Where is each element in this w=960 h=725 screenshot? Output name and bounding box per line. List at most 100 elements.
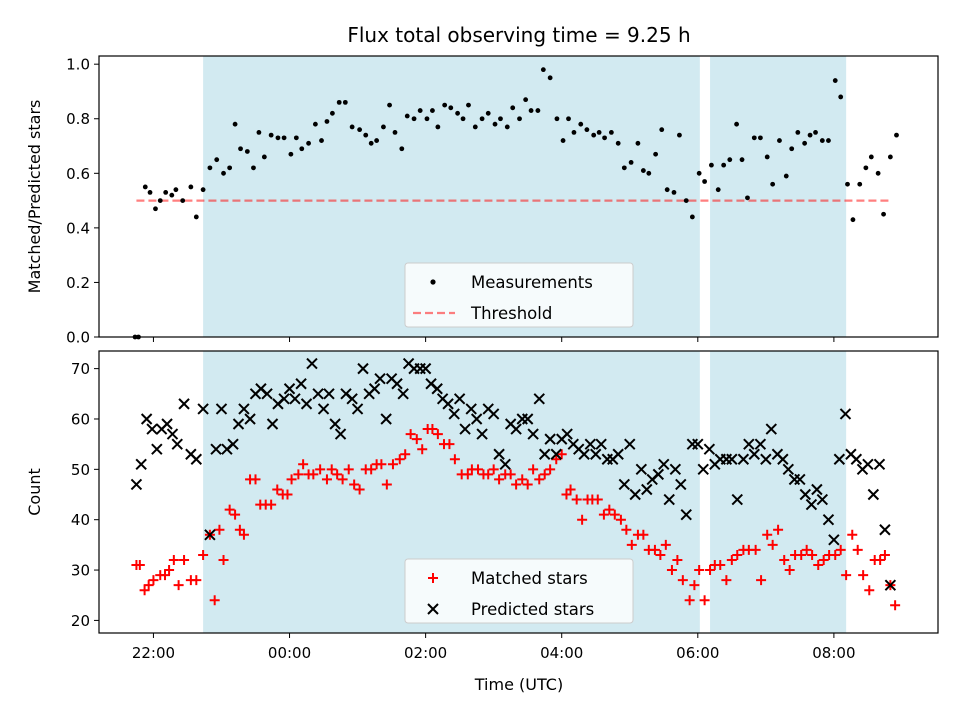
- matched-star-point: [890, 600, 901, 611]
- matched-star-point: [847, 529, 858, 540]
- measurement-point: [584, 127, 590, 133]
- measurement-point: [547, 75, 553, 81]
- predicted-star-point: [726, 453, 738, 465]
- matched-star-point: [511, 479, 522, 490]
- matched-star-point: [638, 529, 649, 540]
- measurement-point: [207, 165, 213, 171]
- matched-star-point: [164, 565, 175, 576]
- predicted-star-point: [663, 493, 675, 506]
- measurement-point: [214, 157, 220, 163]
- predicted-star-point: [533, 393, 545, 405]
- matched-star-point: [539, 469, 550, 480]
- predicted-star-point: [624, 438, 636, 450]
- measurement-point: [721, 162, 727, 168]
- matched-star-point: [694, 565, 705, 576]
- measurement-point: [232, 121, 238, 127]
- matched-star-point: [234, 524, 245, 535]
- measurement-point: [535, 108, 541, 113]
- matched-star-point: [337, 474, 348, 485]
- measurement-point: [275, 135, 281, 141]
- matched-star-point: [179, 554, 190, 565]
- x-tick-label: 08:00: [812, 644, 855, 662]
- matched-star-point: [721, 575, 732, 586]
- measurement-point: [281, 135, 287, 141]
- measurement-point: [845, 181, 850, 187]
- predicted-star-point: [760, 453, 772, 465]
- matched-star-point: [134, 560, 145, 571]
- measurement-point: [153, 206, 158, 212]
- predicted-star-point: [550, 448, 562, 460]
- predicted-star-point: [675, 478, 687, 491]
- measurement-point: [510, 105, 516, 111]
- measurement-point: [868, 154, 874, 160]
- matched-star-point: [875, 554, 886, 565]
- matched-star-point: [444, 439, 455, 450]
- matched-star-point: [621, 524, 632, 535]
- top-axes-frame: [98, 55, 939, 338]
- predicted-star-point: [329, 418, 341, 430]
- measurement-point: [566, 116, 571, 122]
- predicted-star-point: [765, 423, 777, 435]
- matched-star-point: [672, 554, 683, 565]
- matched-star-point: [218, 554, 229, 565]
- matched-star-point: [796, 549, 807, 560]
- predicted-star-point: [431, 383, 443, 395]
- bottom-axes-frame: [98, 350, 939, 634]
- matched-star-point: [298, 459, 309, 470]
- matched-star-point: [376, 459, 387, 470]
- measurement-point: [460, 116, 466, 122]
- predicted-star-point: [380, 413, 392, 425]
- measurement-point: [863, 165, 869, 171]
- matched-star-point: [762, 529, 773, 540]
- measurement-point: [479, 116, 485, 122]
- matched-star-point: [818, 554, 829, 565]
- measurement-point: [727, 157, 733, 163]
- legend-swatch-predicted: [427, 603, 439, 615]
- matched-star-point: [684, 595, 695, 606]
- matched-star-point: [198, 549, 209, 560]
- predicted-star-point: [828, 534, 840, 546]
- measurement-point: [709, 162, 714, 168]
- matched-star-point: [238, 529, 249, 540]
- matched-star-point: [354, 484, 365, 495]
- measurement-point: [832, 78, 838, 83]
- predicted-star-point: [805, 498, 818, 511]
- measurement-point: [251, 165, 256, 171]
- predicted-star-point: [692, 438, 704, 450]
- top-y-tick-label: 0.0: [66, 329, 90, 347]
- bottom-y-tick-label: 70: [71, 360, 90, 378]
- measurement-point: [875, 170, 881, 176]
- predicted-star-point: [283, 383, 296, 395]
- measurement-point: [523, 97, 529, 103]
- matched-star-point: [462, 469, 473, 480]
- measurement-point: [261, 154, 267, 160]
- legend-label: Measurements: [471, 273, 593, 292]
- measurement-point: [293, 135, 299, 141]
- matched-star-point: [528, 464, 539, 475]
- predicted-star-point: [238, 403, 250, 415]
- matched-star-point: [556, 449, 567, 460]
- predicted-star-point: [669, 463, 682, 476]
- matched-star-point: [561, 489, 572, 500]
- predicted-star-point: [782, 463, 795, 476]
- matched-star-point: [488, 464, 499, 475]
- legend-label: Predicted stars: [471, 600, 594, 619]
- measurement-point: [193, 214, 199, 220]
- top-y-tick-label: 0.4: [66, 219, 90, 237]
- predicted-star-point: [499, 458, 511, 471]
- measurement-point: [435, 124, 441, 130]
- bottom-y-tick-label: 30: [71, 562, 90, 580]
- measurement-point: [819, 138, 825, 143]
- predicted-star-point: [397, 388, 409, 400]
- top-y-tick-label: 1.0: [66, 56, 90, 74]
- measurement-point: [887, 154, 893, 160]
- chart-title: Flux total observing time = 9.25 h: [347, 23, 690, 47]
- predicted-star-point: [476, 428, 488, 440]
- predicted-star-point: [140, 413, 153, 425]
- measurement-point: [640, 168, 646, 173]
- predicted-star-point: [453, 393, 466, 405]
- measurement-point: [455, 110, 460, 116]
- top-y-tick-label: 0.6: [66, 165, 90, 183]
- measurement-point: [498, 116, 503, 122]
- predicted-star-point: [419, 362, 432, 375]
